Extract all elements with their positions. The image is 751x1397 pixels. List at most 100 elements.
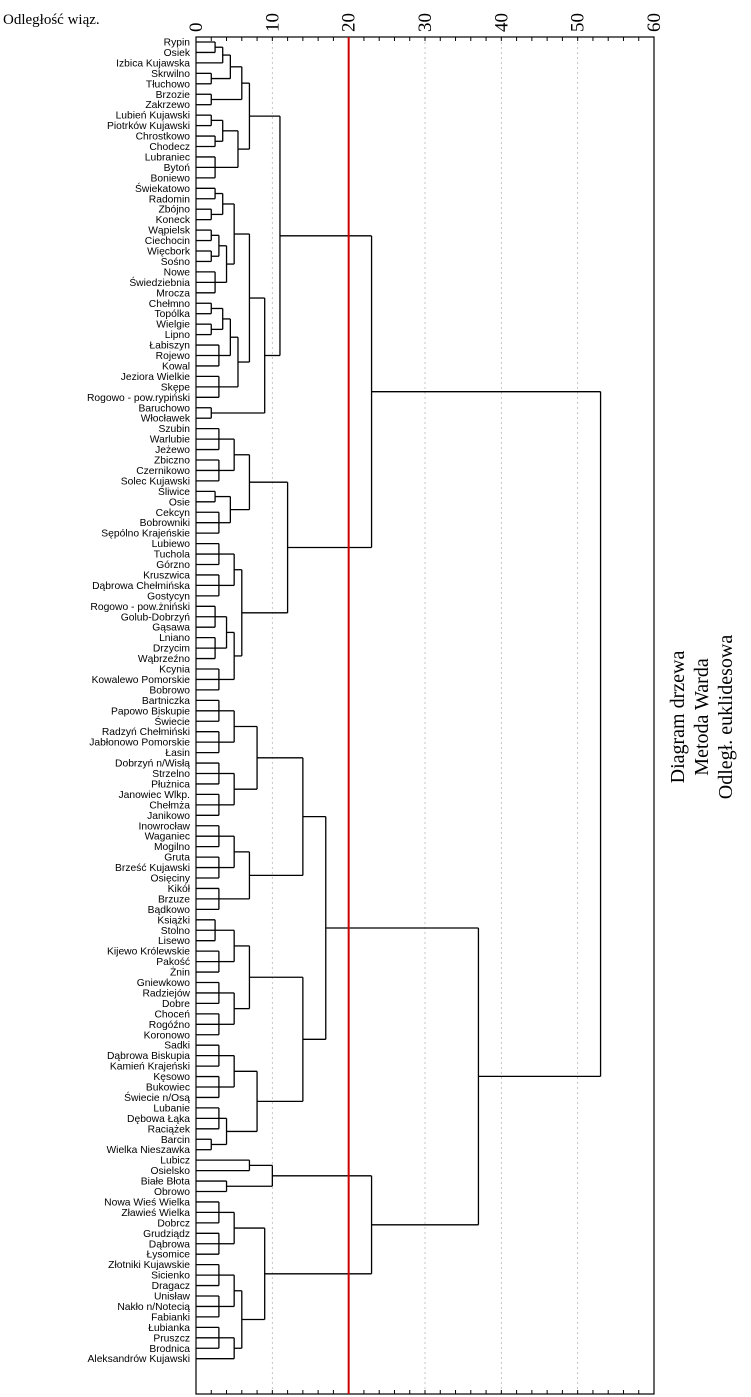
leaf-label: Dąbrowa Chełmińska xyxy=(92,581,190,592)
leaf-label: Obrowo xyxy=(154,1187,190,1198)
side-title-line-1: Diagram drzewa xyxy=(667,651,689,784)
leaf-label: Tuchola xyxy=(154,550,191,561)
leaf-label: Wąbrzeźno xyxy=(138,654,190,665)
leaf-label: Rogowo - pow.rypiński xyxy=(87,393,190,404)
leaf-label: Chrostkowo xyxy=(136,132,191,143)
x-tick-label: 40 xyxy=(491,13,512,32)
side-title: Diagram drzewa Metoda Warda Odległ. eukl… xyxy=(667,635,737,800)
leaf-label: Śliwice xyxy=(158,485,190,498)
leaf-label: Chełmża xyxy=(149,800,190,811)
leaf-label: Wielgie xyxy=(156,320,190,331)
leaf-label: Radzyń Chełmiński xyxy=(102,727,190,738)
leaf-label: Pakość xyxy=(156,957,190,968)
leaf-label: Więcbork xyxy=(147,247,191,258)
leaf-label: Rojewo xyxy=(156,351,191,362)
leaf-label: Barcin xyxy=(161,1135,190,1146)
x-tick-label: 30 xyxy=(415,13,436,32)
leaf-label: Czernikowo xyxy=(136,466,190,477)
leaf-label: Nowa Wieś Wielka xyxy=(104,1197,190,1208)
leaf-label: Lipno xyxy=(165,330,190,341)
leaf-label: Gruta xyxy=(164,853,190,864)
leaf-label: Chodecz xyxy=(149,142,190,153)
leaf-label: Grudziądz xyxy=(143,1229,190,1240)
leaf-label: Pruszcz xyxy=(153,1333,190,1344)
leaf-label: Strzelno xyxy=(152,769,190,780)
leaf-label: Kcynia xyxy=(159,665,190,676)
leaf-label: Osielsko xyxy=(151,1166,191,1177)
leaf-label: Unisław xyxy=(154,1292,191,1303)
leaf-label: Kruszwica xyxy=(143,570,190,581)
leaf-label: Janikowo xyxy=(147,811,190,822)
leaf-label: Dąbrowa xyxy=(149,1239,190,1250)
leaf-label: Skrwilno xyxy=(151,69,190,80)
leaf-label: Zbiczno xyxy=(154,456,190,467)
x-tick-label: 10 xyxy=(262,13,283,32)
leaf-label: Kamień Krajeński xyxy=(110,1062,190,1073)
leaf-label: Górzno xyxy=(156,560,190,571)
leaf-label: Osiek xyxy=(164,48,191,59)
leaf-label: Waganiec xyxy=(145,832,190,843)
leaf-label: Lubanie xyxy=(153,1103,190,1114)
leaf-label: Koneck xyxy=(156,215,191,226)
leaf-label: Choceń xyxy=(155,1009,191,1020)
leaf-label: Świecie xyxy=(155,715,191,728)
leaf-label: Płużnica xyxy=(151,779,190,790)
leaf-label: Książki xyxy=(157,915,190,926)
leaf-label: Papowo Biskupie xyxy=(111,706,190,717)
leaf-label: Kikół xyxy=(168,884,191,895)
leaf-label: Baruchowo xyxy=(138,403,190,414)
leaf-label: Tłuchowo xyxy=(146,79,190,90)
leaf-label: Lubień Kujawski xyxy=(116,111,190,122)
leaf-label: Osie xyxy=(169,497,190,508)
axis-title: Odległość wiąz. xyxy=(3,12,100,28)
leaf-label: Białe Błota xyxy=(141,1177,191,1188)
leaf-label: Zławieś Wielka xyxy=(121,1208,190,1219)
leaf-label: Kęsowo xyxy=(153,1072,190,1083)
leaf-label: Rogowo - pow.żniński xyxy=(90,602,190,613)
x-tick-label: 60 xyxy=(644,13,665,32)
leaf-label: Gąsawa xyxy=(152,623,190,634)
leaf-label: Łasin xyxy=(165,748,190,759)
leaf-label: Sicienko xyxy=(151,1271,190,1282)
leaf-label: Stolno xyxy=(161,926,190,937)
leaf-label: Topólka xyxy=(155,309,191,320)
leaf-label: Radomin xyxy=(149,194,190,205)
leaf-label: Bukowiec xyxy=(146,1083,190,1094)
leaf-label: Zbójno xyxy=(159,205,191,216)
leaf-label: Lubraniec xyxy=(145,152,190,163)
leaf-label: Boniewo xyxy=(151,173,191,184)
leaf-label: Janowiec Wlkp. xyxy=(118,790,190,801)
leaf-label: Kowal xyxy=(162,361,190,372)
leaf-label: Kowalewo Pomorskie xyxy=(92,675,191,686)
leaf-label: Nowe xyxy=(164,267,191,278)
leaf-label: Warlubie xyxy=(150,435,191,446)
leaf-label: Raciążek xyxy=(148,1124,191,1135)
leaf-label: Chełmno xyxy=(149,299,190,310)
leaf-label: Lisewo xyxy=(158,936,190,947)
leaf-label: Lubiewo xyxy=(152,539,191,550)
leaf-label: Lniano xyxy=(159,633,190,644)
leaf-label: Dobre xyxy=(162,999,190,1010)
leaf-label: Brzozie xyxy=(156,90,191,101)
leaf-label: Nakło n/Notecią xyxy=(117,1302,190,1313)
leaf-label: Piotrków Kujawski xyxy=(107,121,190,132)
leaf-label: Gostycyn xyxy=(147,591,190,602)
leaf-label: Lubicz xyxy=(160,1156,190,1167)
leaf-label: Sośno xyxy=(161,257,190,268)
leaf-label: Rypin xyxy=(164,38,191,49)
leaf-label: Rogóźno xyxy=(149,1020,190,1031)
leaf-label: Szubin xyxy=(159,424,191,435)
leaf-label: Cekcyn xyxy=(156,508,191,519)
leaf-label: Jabłonowo Pomorskie xyxy=(89,738,190,749)
leaf-label: Dobrzyń n/Wisłą xyxy=(115,759,190,770)
leaf-label: Świedziebnia xyxy=(129,276,190,289)
leaf-label: Wielka Nieszawka xyxy=(106,1145,190,1156)
leaf-label: Bobrowo xyxy=(149,685,190,696)
leaf-label: Bartniczka xyxy=(142,696,190,707)
leaf-label: Dąbrowa Biskupia xyxy=(107,1051,190,1062)
leaf-label: Izbica Kujawska xyxy=(116,58,190,69)
leaf-label: Inowrocław xyxy=(138,821,190,832)
leaf-label: Koronowo xyxy=(144,1030,191,1041)
leaf-label: Świecie n/Osą xyxy=(124,1091,190,1104)
